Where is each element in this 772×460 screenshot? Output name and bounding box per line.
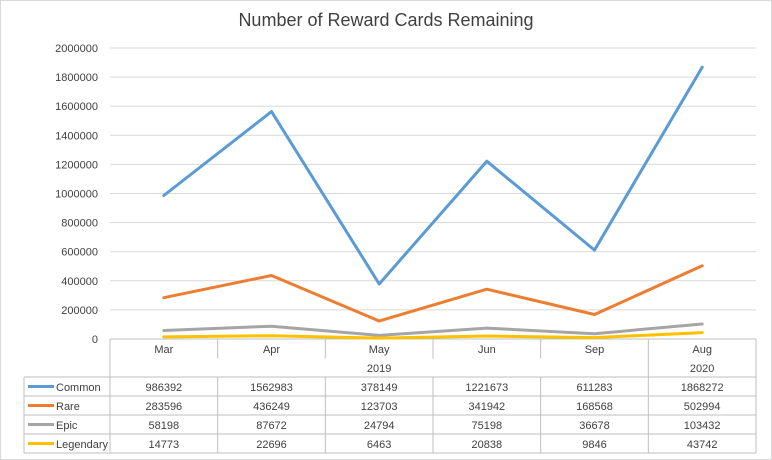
data-table-cell: 283596 [145,401,182,413]
legend-label: Epic [56,420,78,432]
data-table-cell: 1868272 [681,382,724,394]
data-table-cell: 103432 [684,420,721,432]
x-group-label: 2019 [367,363,391,375]
data-table-cell: 22696 [256,439,287,451]
data-table-cell: 986392 [145,382,182,394]
y-tick-label: 1200000 [55,159,98,171]
data-table-cell: 611283 [577,382,613,394]
legend-label: Rare [56,401,80,413]
data-table-cell: 1221673 [465,382,508,394]
y-tick-label: 1000000 [55,189,98,201]
legend-label: Common [56,382,101,394]
data-table-cell: 1562983 [250,382,293,394]
data-table-cell: 43742 [687,439,718,451]
y-tick-label: 400000 [61,276,98,288]
y-tick-label: 2000000 [55,43,98,55]
x-tick-label: Sep [585,344,605,356]
x-tick-label: Aug [692,344,712,356]
data-table-cell: 341942 [468,401,505,413]
data-table-cell: 168568 [576,401,613,413]
data-table-cell: 14773 [149,439,180,451]
data-table-cell: 502994 [684,401,721,413]
legend-label: Legendary [56,439,108,451]
x-group-label: 2020 [690,363,714,375]
data-table-cell: 9846 [582,439,606,451]
y-tick-label: 1800000 [55,72,98,84]
data-table-cell: 378149 [361,382,398,394]
y-tick-label: 200000 [61,305,98,317]
y-tick-label: 1400000 [55,130,98,142]
data-table-cell: 58198 [149,420,180,432]
data-table-cell: 436249 [253,401,290,413]
data-table-cell: 6463 [367,439,391,451]
series-line-common [162,65,704,286]
data-table-cell: 20838 [472,439,503,451]
x-tick-label: Mar [154,344,173,356]
data-table-cell: 24794 [364,420,395,432]
series-line-legendary [162,331,704,340]
data-table-cell: 87672 [256,420,287,432]
series-line-rare [162,264,704,323]
x-tick-label: May [369,344,390,356]
x-tick-label: Apr [263,344,280,356]
data-table-cell: 123703 [361,401,398,413]
series-line-epic [162,322,704,337]
data-table-cell: 75198 [472,420,503,432]
y-tick-label: 1600000 [55,101,98,113]
x-tick-label: Jun [478,344,496,356]
y-tick-label: 600000 [61,247,98,259]
chart-title: Number of Reward Cards Remaining [238,10,534,30]
y-tick-label: 800000 [61,218,98,230]
data-table-cell: 36678 [579,420,610,432]
y-tick-label: 0 [92,334,98,346]
